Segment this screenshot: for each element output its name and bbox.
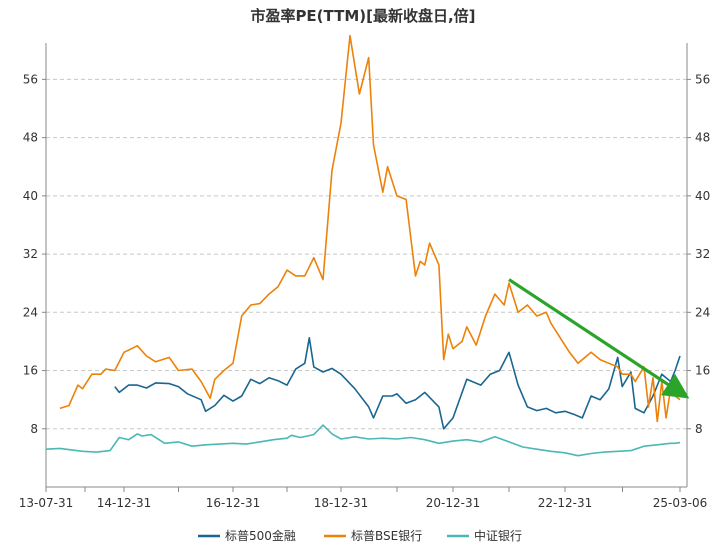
series-line <box>45 424 681 457</box>
legend-label: 标普500金融 <box>225 528 296 543</box>
y-tick-label-right: 32 <box>695 247 710 261</box>
y-tick-label-right: 56 <box>695 72 710 86</box>
annotations <box>508 278 690 399</box>
y-tick-label-left: 40 <box>23 189 38 203</box>
x-tick-label: 20-12-31 <box>426 496 480 510</box>
y-tick-label-left: 24 <box>23 305 38 319</box>
x-tick-label: 16-12-31 <box>206 496 260 510</box>
y-tick-label-right: 48 <box>695 131 710 145</box>
legend-label: 标普BSE银行 <box>351 529 422 543</box>
series-line <box>114 336 681 430</box>
x-tick-label: 25-03-06 <box>653 496 707 510</box>
y-tick-label-left: 48 <box>23 131 38 145</box>
axes: 8 8 16 16 24 24 32 32 40 40 48 48 56 56 13-07-31 14-12-… <box>19 43 710 510</box>
y-tick-label-left: 16 <box>23 364 38 378</box>
legend: 标普500金融 标普BSE银行 中证银行 <box>198 528 522 543</box>
x-tick-label: 18-12-31 <box>314 496 368 510</box>
grid-lines <box>46 78 687 430</box>
x-tick-label: 13-07-31 <box>19 496 73 510</box>
y-tick-label-right: 40 <box>695 189 710 203</box>
series-line <box>59 34 681 423</box>
chart-title: 市盈率PE(TTM)[最新收盘日,倍] <box>250 7 475 25</box>
y-tick-label-right: 24 <box>695 305 710 319</box>
x-tick-label: 14-12-31 <box>97 496 151 510</box>
x-tick-label: 22-12-31 <box>538 496 592 510</box>
legend-label: 中证银行 <box>474 528 522 543</box>
y-tick-label-left: 56 <box>23 72 38 86</box>
series-lines <box>45 34 681 457</box>
y-tick-label-right: 8 <box>695 422 703 436</box>
trend-arrow <box>508 278 690 399</box>
y-tick-label-left: 32 <box>23 247 38 261</box>
y-tick-label-right: 16 <box>695 364 710 378</box>
y-tick-label-left: 8 <box>30 422 38 436</box>
